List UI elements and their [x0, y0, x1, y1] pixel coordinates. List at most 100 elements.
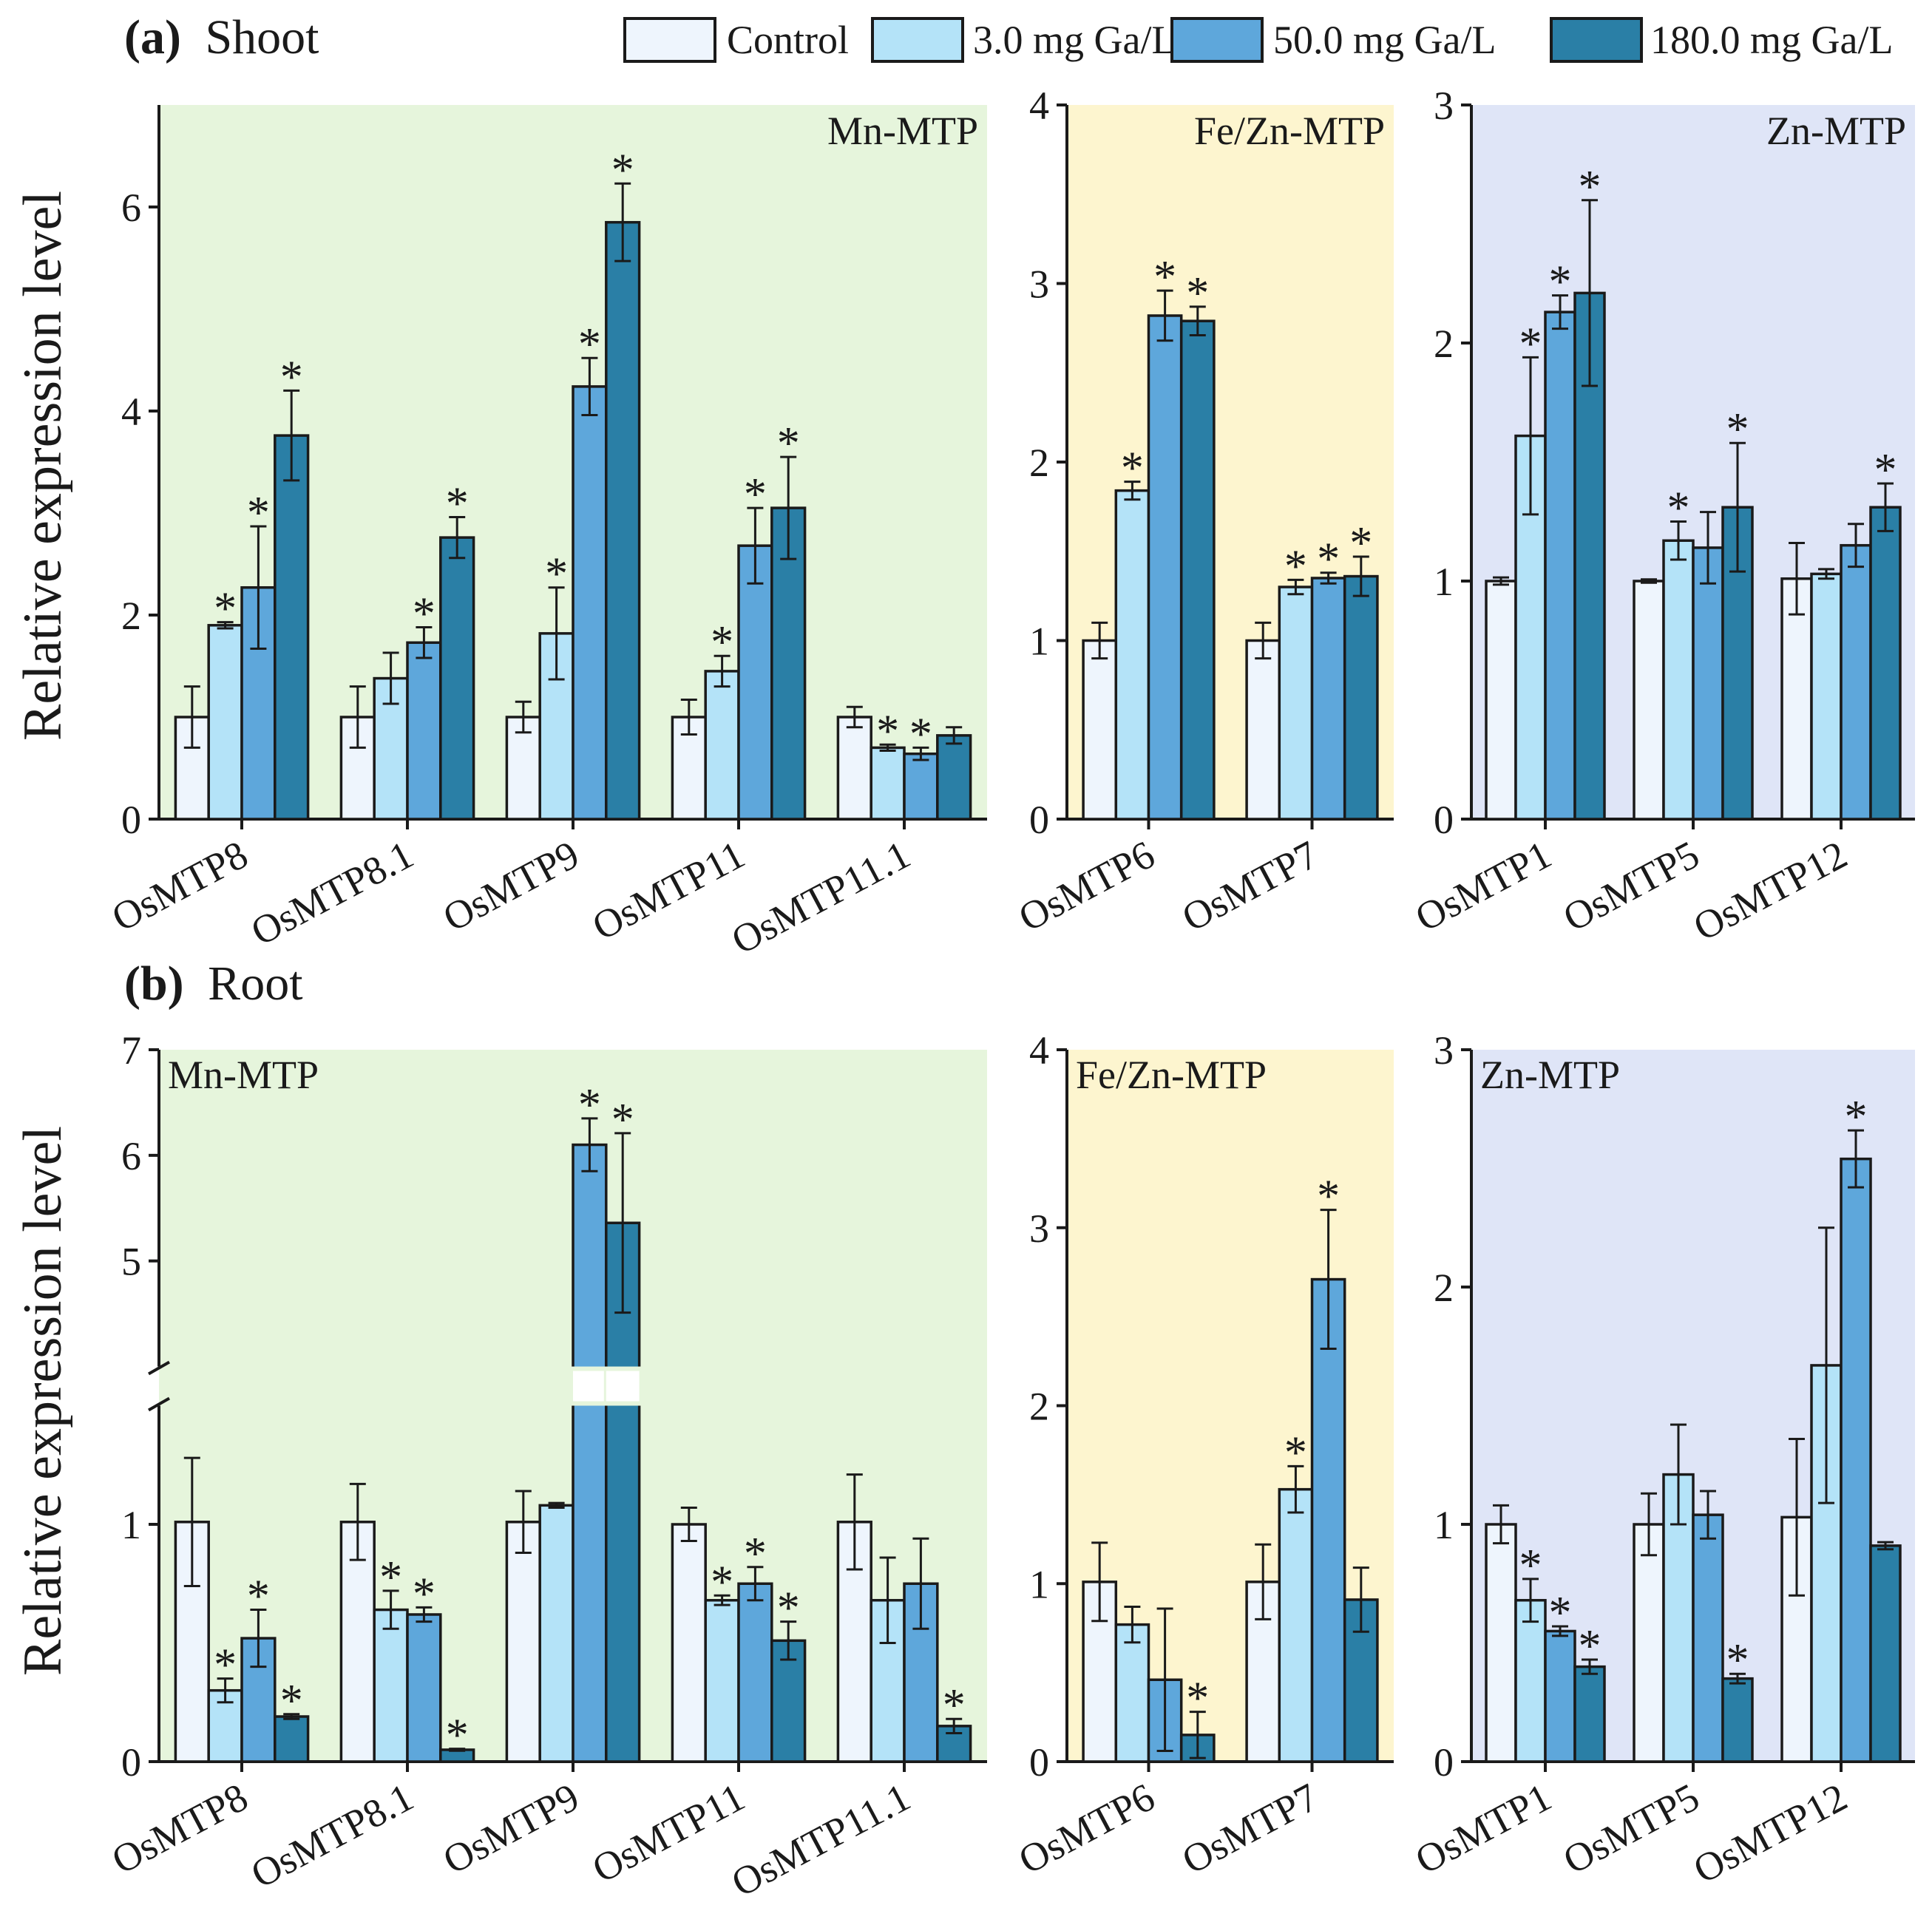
bar [1692, 1513, 1724, 1763]
x-tick-label: OsMTP11.1 [725, 832, 918, 963]
significance-marker: * [1153, 252, 1176, 302]
significance-marker: * [1519, 319, 1542, 369]
significance-marker: * [446, 1711, 469, 1761]
bar [1278, 585, 1314, 821]
significance-marker: * [1549, 1588, 1572, 1638]
bar [207, 624, 243, 821]
y-tick-label: 6 [121, 1134, 141, 1178]
significance-marker: * [611, 1095, 634, 1145]
legend-swatch-180mg [1550, 17, 1643, 63]
bar [1485, 580, 1517, 821]
bar [1544, 1629, 1576, 1763]
y-tick-label: 1 [1029, 1562, 1049, 1606]
bar [1544, 310, 1576, 821]
group-title: Zn-MTP [1480, 1053, 1620, 1097]
bar [1869, 506, 1902, 821]
significance-marker: * [711, 617, 733, 668]
y-tick-label: 3 [1434, 1028, 1454, 1073]
y-axis-title-a: Relative expression level [13, 191, 73, 741]
bar [1633, 1523, 1665, 1763]
bar [339, 1521, 376, 1763]
legend-label-50mg: 50.0 mg Ga/L [1273, 18, 1496, 62]
significance-marker: * [247, 1572, 270, 1622]
bar [1147, 314, 1183, 821]
panel-b-title: (b) Root [124, 957, 303, 1011]
significance-marker: * [413, 1569, 435, 1619]
x-tick-label: OsMTP1 [1409, 832, 1559, 940]
bar [737, 544, 773, 821]
group-title: Mn-MTP [827, 109, 978, 153]
group-title: Fe/Zn-MTP [1194, 109, 1385, 153]
significance-marker: * [1186, 1674, 1209, 1724]
significance-marker: * [545, 549, 568, 600]
y-tick-label: 0 [1029, 798, 1049, 842]
significance-marker: * [578, 1080, 601, 1130]
y-tick-label: 0 [1434, 798, 1454, 842]
legend-label-3mg: 3.0 mg Ga/L [973, 18, 1176, 62]
bar [770, 1639, 807, 1763]
chart-a-mn-mtp: Mn-MTP0246OsMTP8***OsMTP8.1**OsMTP9***Os… [105, 105, 987, 963]
bar [1840, 543, 1872, 821]
significance-marker: * [1845, 1092, 1868, 1142]
x-tick-label: OsMTP5 [1556, 1775, 1706, 1883]
significance-marker: * [876, 706, 899, 756]
x-tick-label: OsMTP6 [1011, 1775, 1162, 1883]
significance-marker: * [611, 145, 634, 195]
significance-marker: * [909, 709, 932, 759]
y-tick-label: 0 [121, 798, 141, 842]
y-tick-label: 0 [121, 1740, 141, 1785]
y-tick-label: 3 [1029, 1206, 1049, 1251]
legend-swatch-control [623, 17, 716, 63]
y-tick-label: 1 [1434, 560, 1454, 604]
significance-marker: * [1349, 518, 1372, 568]
bar [1662, 539, 1695, 821]
significance-marker: * [1284, 1427, 1307, 1478]
bar [605, 220, 641, 821]
bar [1310, 577, 1346, 821]
bar [1810, 572, 1843, 821]
bar-break-gap [573, 1371, 606, 1402]
x-tick-label: OsMTP11 [586, 1775, 752, 1892]
bar [1721, 1677, 1754, 1763]
significance-marker: * [214, 584, 237, 634]
bar [274, 434, 310, 821]
axis-break-mark [148, 1360, 170, 1376]
bar [1840, 1157, 1872, 1763]
significance-marker: * [943, 1680, 966, 1731]
x-tick-label: OsMTP9 [436, 832, 586, 940]
x-tick-label: OsMTP8.1 [244, 1775, 421, 1897]
y-tick-label: 2 [1434, 1266, 1454, 1310]
significance-marker: * [578, 319, 601, 370]
significance-marker: * [446, 479, 469, 529]
group-title: Mn-MTP [168, 1053, 319, 1097]
y-tick-label: 4 [1029, 84, 1049, 128]
y-tick-label: 7 [121, 1028, 141, 1073]
significance-marker: * [1317, 1172, 1340, 1222]
bar [406, 641, 442, 821]
legend: Control 3.0 mg Ga/L 50.0 mg Ga/L 180.0 m… [623, 17, 1893, 63]
bar [936, 734, 972, 821]
bar [1278, 1487, 1314, 1763]
y-tick-label: 0 [1029, 1740, 1049, 1785]
bar [406, 1613, 442, 1763]
bar [1114, 489, 1150, 821]
bar [572, 385, 608, 821]
x-tick-label: OsMTP7 [1175, 1775, 1325, 1883]
significance-marker: * [1284, 541, 1307, 591]
bar [373, 1608, 409, 1763]
y-tick-label: 2 [1029, 1385, 1049, 1429]
panel-b-label: (b) [124, 957, 184, 1011]
y-tick-label: 4 [121, 390, 141, 434]
bar [737, 1582, 773, 1763]
significance-marker: * [711, 1557, 733, 1607]
significance-marker: * [1579, 1621, 1601, 1671]
y-axis-title-b: Relative expression level [13, 1126, 73, 1676]
bar [1245, 639, 1281, 821]
chart-area: Mn-MTP0246OsMTP8***OsMTP8.1**OsMTP9***Os… [105, 84, 1915, 1905]
panel-a-tissue: Shoot [205, 10, 319, 64]
y-tick-label: 2 [1029, 441, 1049, 485]
